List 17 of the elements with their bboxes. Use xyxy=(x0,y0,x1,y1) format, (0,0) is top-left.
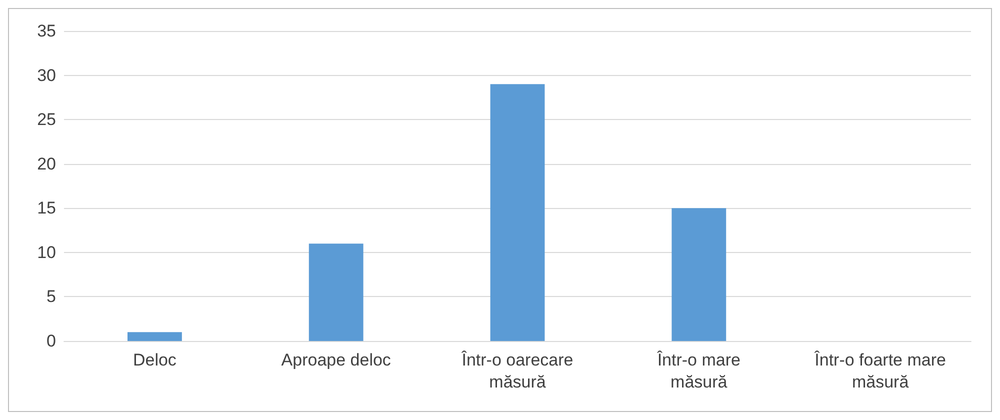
y-tick-label: 30 xyxy=(37,66,56,85)
x-tick-label: Într-o oarecare măsură xyxy=(460,350,574,392)
bar xyxy=(672,208,726,341)
y-tick-label: 0 xyxy=(46,332,56,350)
y-tick-label: 25 xyxy=(37,110,56,130)
x-tick-label: Aproape deloc xyxy=(281,350,392,370)
y-tick-label: 35 xyxy=(37,22,56,40)
y-tick-label: 15 xyxy=(37,198,56,218)
x-tick-label: Într-o mare măsură xyxy=(656,350,740,392)
bar xyxy=(127,332,182,341)
x-tick-label: Într-o foarte mare măsură xyxy=(814,350,946,392)
x-tick-label: Deloc xyxy=(132,350,177,370)
y-tick-label: 10 xyxy=(37,242,56,262)
bar xyxy=(490,84,545,341)
y-tick-label: 5 xyxy=(46,287,56,306)
bar xyxy=(308,244,364,341)
y-tick-label: 20 xyxy=(37,154,56,174)
